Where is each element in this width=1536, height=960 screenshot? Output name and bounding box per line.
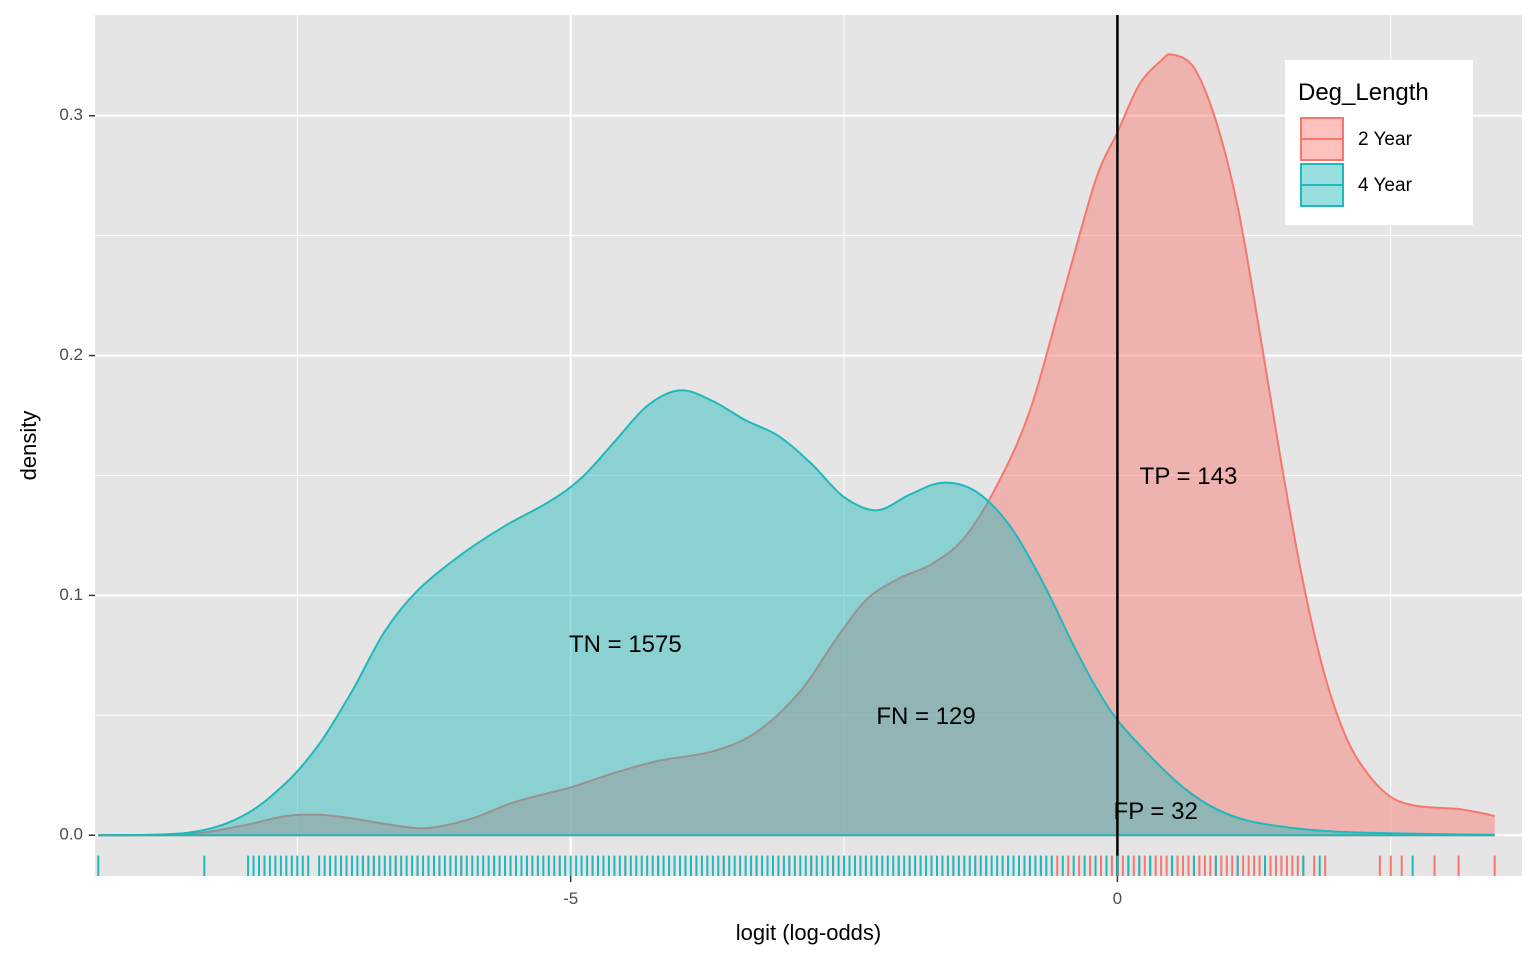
x-tick-label: 0	[1113, 889, 1122, 908]
y-axis-title: density	[16, 411, 41, 481]
legend-background	[1285, 60, 1473, 225]
count-annotation: TN = 1575	[569, 631, 682, 658]
density-fill-2-year	[98, 54, 1495, 836]
density-line-2-year	[98, 53, 1495, 837]
y-tick-label: 0.1	[59, 585, 83, 604]
count-annotation: TP = 143	[1140, 463, 1238, 490]
legend: Deg_Length 2 Year 4 Year	[1285, 60, 1473, 225]
legend-items: 2 Year 4 Year	[1300, 117, 1413, 207]
density-areas	[98, 53, 1495, 837]
rug-marks	[97, 855, 1496, 876]
count-annotation: FP = 32	[1114, 798, 1198, 825]
x-axis-title: logit (log-odds)	[736, 920, 882, 945]
y-tick-label: 0.3	[59, 105, 83, 124]
density-line-4-year	[98, 389, 1495, 837]
y-tick-label: 0.0	[59, 825, 83, 844]
x-axis: -5 0	[563, 876, 1122, 908]
y-tick-label: 0.2	[59, 345, 83, 364]
plot-panel	[95, 15, 1522, 876]
y-axis: 0.0 0.1 0.2 0.3	[59, 105, 95, 844]
count-annotation: FN = 129	[876, 703, 975, 730]
legend-label: 4 Year	[1358, 175, 1413, 196]
x-tick-label: -5	[563, 889, 578, 908]
legend-label: 2 Year	[1358, 129, 1413, 150]
count-annotations: TN = 1575 FN = 129 TP = 143 FP = 32	[569, 463, 1237, 825]
legend-title: Deg_Length	[1298, 79, 1429, 106]
density-fill-4-year	[98, 390, 1495, 836]
